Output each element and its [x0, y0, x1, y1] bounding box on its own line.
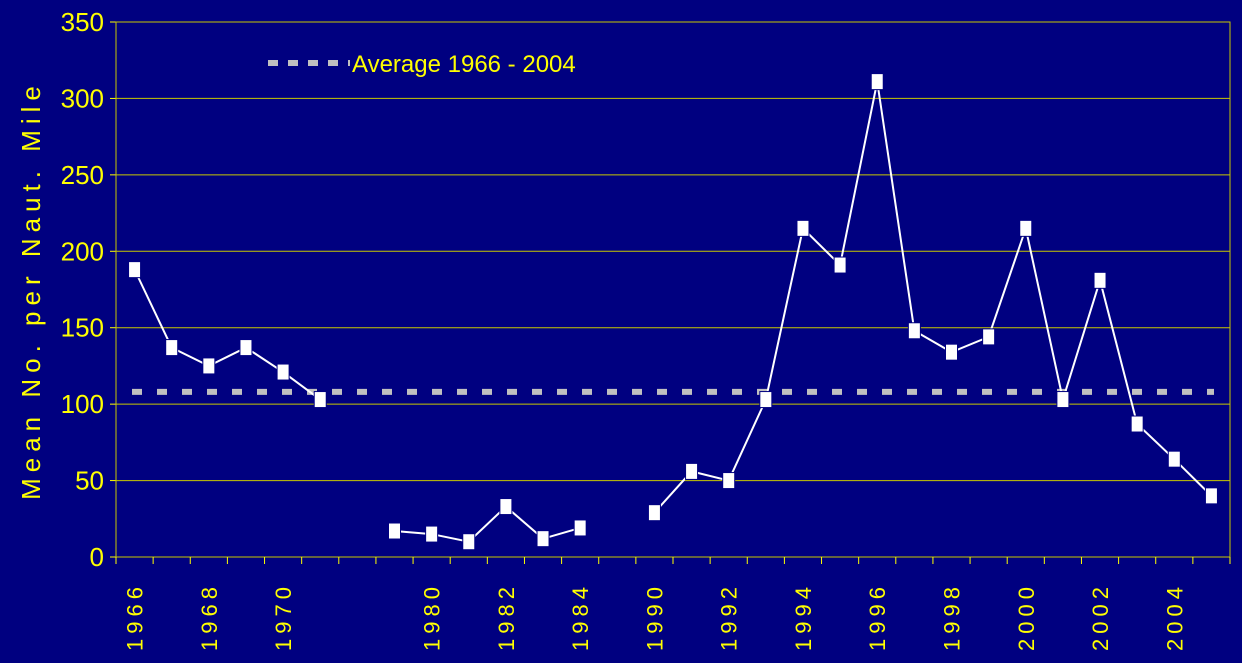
legend-label: Average 1966 - 2004 — [352, 51, 576, 78]
y-axis-label: Mean No. per Naut. Mile — [16, 80, 46, 500]
data-point — [462, 533, 476, 551]
data-point — [202, 357, 216, 375]
data-point — [870, 73, 884, 91]
y-tick-label: 150 — [61, 313, 104, 343]
data-point — [573, 519, 587, 537]
x-tick-label: 1968 — [197, 582, 222, 651]
x-tick-label: 1980 — [420, 582, 445, 651]
x-tick-label: 1982 — [494, 582, 519, 651]
data-point — [907, 322, 921, 340]
y-tick-label: 250 — [61, 160, 104, 190]
data-point — [759, 391, 773, 409]
x-tick-label: 1996 — [865, 582, 890, 651]
data-point — [165, 339, 179, 357]
data-point — [945, 343, 958, 361]
data-point — [647, 504, 661, 522]
data-point — [536, 530, 550, 548]
x-tick-label: 2002 — [1088, 582, 1113, 651]
data-point — [388, 522, 401, 540]
data-point — [1056, 391, 1070, 409]
data-point — [1167, 450, 1181, 468]
data-point — [685, 462, 699, 480]
y-tick-label: 200 — [61, 236, 104, 266]
x-tick-label: 1970 — [271, 582, 296, 651]
x-tick-label: 1992 — [717, 582, 742, 651]
data-point — [425, 525, 439, 543]
data-point — [982, 328, 996, 346]
x-tick-label: 1966 — [123, 582, 148, 651]
data-point — [499, 498, 513, 516]
data-point — [833, 256, 847, 274]
y-tick-label: 100 — [61, 389, 104, 419]
x-tick-label: 1984 — [568, 582, 593, 651]
data-point — [1019, 219, 1033, 237]
x-tick-label: 2004 — [1162, 582, 1187, 651]
data-point — [239, 339, 253, 357]
x-tick-label: 1998 — [940, 582, 965, 651]
data-point — [313, 391, 327, 409]
x-tick-label: 1994 — [791, 582, 816, 651]
data-point — [722, 472, 736, 490]
data-point — [796, 219, 810, 237]
y-tick-label: 50 — [75, 466, 104, 496]
series-line — [653, 81, 1213, 514]
x-tick-label: 2000 — [1014, 582, 1039, 651]
data-point — [1130, 415, 1144, 433]
y-tick-label: 350 — [61, 7, 104, 37]
data-point — [276, 363, 290, 381]
data-point — [1204, 487, 1218, 505]
data-point — [128, 261, 142, 279]
y-tick-label: 0 — [90, 542, 104, 572]
x-tick-label: 1990 — [642, 582, 667, 651]
y-tick-label: 300 — [61, 83, 104, 113]
data-point — [1093, 271, 1107, 289]
